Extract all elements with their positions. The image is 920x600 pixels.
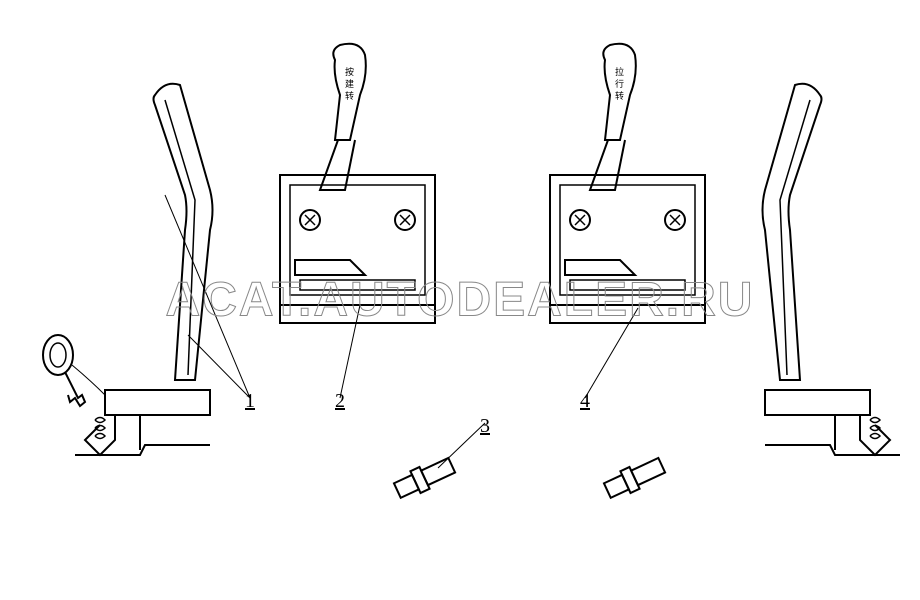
callout-2: 2: [335, 390, 345, 413]
pin-left: [392, 454, 457, 501]
left-lock-label: 按: [345, 66, 354, 77]
callout-3: 3: [480, 415, 490, 438]
callout-4: 4: [580, 390, 590, 413]
right-lock-body: 拉 行 转: [550, 44, 705, 323]
svg-text:行: 行: [615, 78, 624, 89]
left-lock-body: 按 建 转: [280, 44, 435, 323]
svg-text:转: 转: [615, 90, 624, 101]
callout-1: 1: [245, 390, 255, 413]
right-lock-label: 拉: [615, 66, 624, 77]
right-handle: [763, 84, 901, 455]
svg-text:建: 建: [345, 78, 354, 89]
pin-right: [602, 454, 667, 501]
left-handle: [75, 84, 213, 455]
callout-lines: [165, 195, 638, 468]
svg-text:转: 转: [345, 90, 354, 101]
diagram-canvas: 按 建 转 拉 行 转: [0, 0, 920, 600]
key-icon: [43, 335, 105, 406]
